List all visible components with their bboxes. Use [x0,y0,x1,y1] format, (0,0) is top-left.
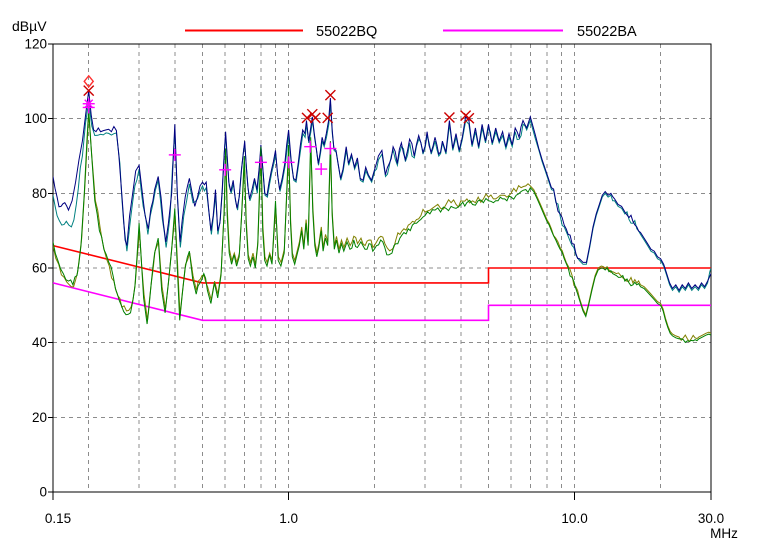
legend: 55022BQ 55022BA [185,24,637,40]
peak-trace-1 [53,90,711,292]
x-tick-label: 10.0 [561,511,587,526]
y-tick-label: 80 [32,186,47,201]
legend-label: 55022BA [577,24,637,40]
average-plus-markers [82,101,337,176]
average-trace-1 [53,109,711,344]
quasi-peak-diamond-markers [83,74,95,88]
quasi-peak-x-markers [83,85,475,124]
limit-line-55022BA [52,282,711,322]
legend-label: 55022BQ [316,24,377,40]
x-tick-label: 1.0 [279,511,298,526]
legend-item-55022BA: 55022BA [443,24,637,40]
x-tick-label: 0.15 [45,511,71,526]
y-tick-label: 60 [32,261,47,276]
average-trace-2 [53,113,711,343]
y-axis-unit-label: dBµV [12,18,47,34]
y-tick-label: 0 [39,485,47,500]
x-axis-unit-label: MHz [710,526,738,541]
x-tick-label: 30.0 [698,511,724,526]
legend-item-55022BQ: 55022BQ [185,24,377,40]
y-tick-label: 20 [32,410,47,425]
y-tick-label: 120 [24,37,47,52]
y-tick-label: 40 [32,335,47,350]
peak-trace-2 [53,101,711,294]
y-tick-label: 100 [24,111,47,126]
